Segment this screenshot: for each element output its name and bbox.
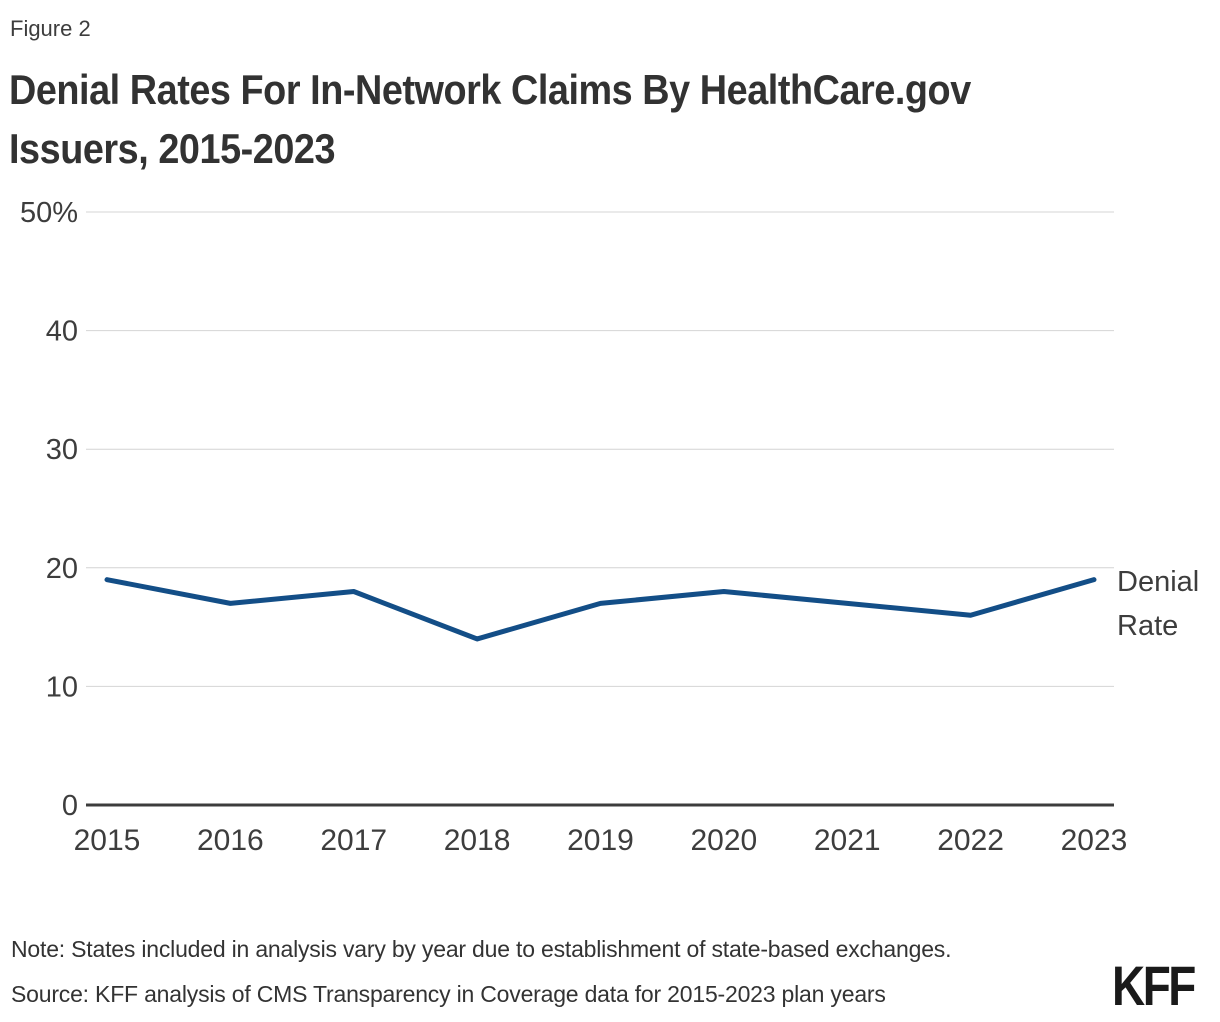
y-axis-tick-label: 30 — [46, 434, 78, 466]
y-axis-tick-label: 40 — [46, 316, 78, 348]
chart-title-line-1: Denial Rates For In-Network Claims By He… — [9, 66, 971, 113]
x-axis-tick-label: 2022 — [937, 824, 1004, 857]
y-axis-tick-label: 10 — [46, 671, 78, 703]
x-axis-tick-label: 2020 — [691, 824, 758, 857]
kff-logo: KFF — [1112, 954, 1196, 1017]
x-axis-tick-label: 2019 — [567, 824, 634, 857]
denial-rate-line — [104, 577, 1097, 642]
x-axis-tick-label: 2018 — [444, 824, 511, 857]
y-axis-tick-label: 50% — [20, 197, 78, 229]
figure-number-label: Figure 2 — [10, 16, 91, 41]
source-text: Source: KFF analysis of CMS Transparency… — [11, 981, 886, 1007]
y-axis-tick-label: 20 — [46, 553, 78, 585]
chart-title: Denial Rates For In-Network Claims By He… — [9, 60, 971, 178]
note-text: Note: States included in analysis vary b… — [11, 936, 952, 962]
series-label: Denial Rate — [1117, 566, 1200, 642]
chart-title-line-2: Issuers, 2015-2023 — [9, 125, 336, 172]
y-axis-tick-label: 0 — [62, 790, 78, 822]
x-axis-tick-label: 2015 — [74, 824, 141, 857]
x-axis-tick-label: 2023 — [1061, 824, 1128, 857]
x-axis-tick-label: 2017 — [320, 824, 387, 857]
x-axis-tick-label: 2021 — [814, 824, 881, 857]
x-axis-tick-label: 2016 — [197, 824, 264, 857]
denial-rate-line-chart: 0 10 20 30 40 50% 2015 2016 2017 2018 2019 2020 2021… — [20, 197, 1128, 857]
